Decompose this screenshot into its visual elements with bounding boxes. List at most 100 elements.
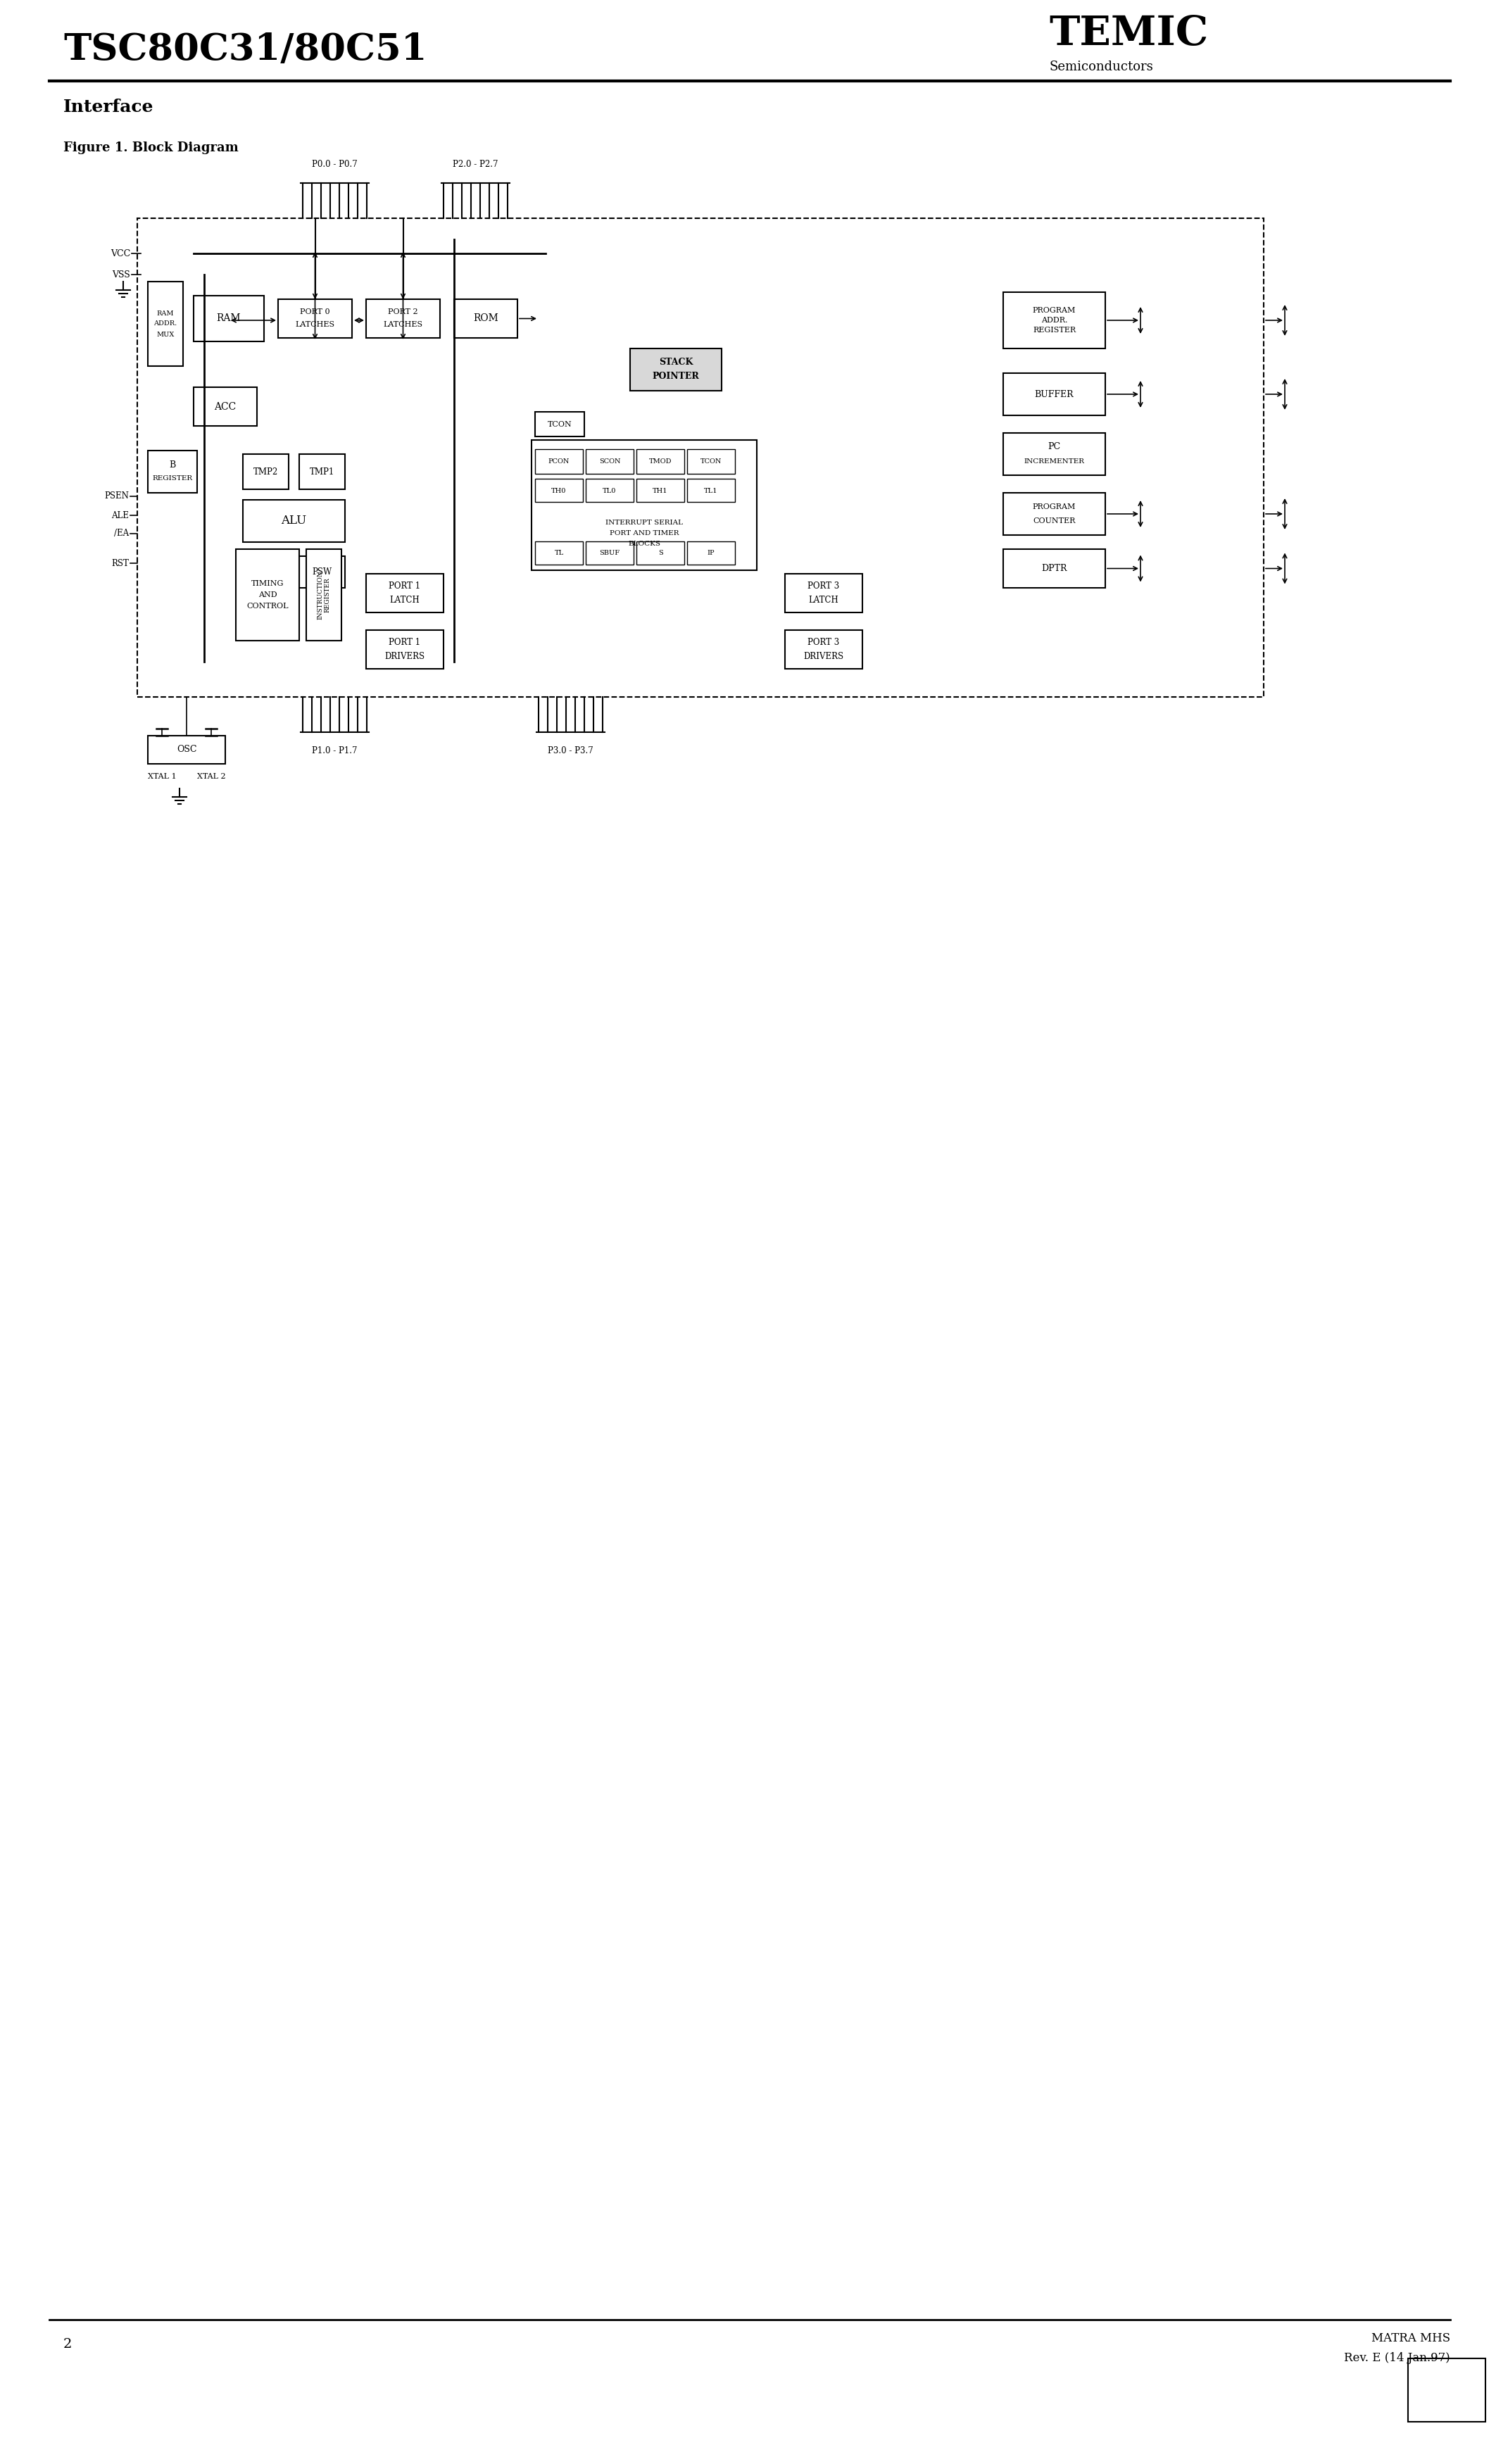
Bar	[536, 478, 583, 503]
Bar	[636, 478, 684, 503]
Text: P0.0 - P0.7: P0.0 - P0.7	[311, 160, 358, 170]
Text: SBUF: SBUF	[600, 549, 619, 557]
Text: VCC: VCC	[111, 249, 130, 259]
Bar	[531, 441, 757, 569]
Text: P3.0 - P3.7: P3.0 - P3.7	[548, 747, 592, 756]
Text: INTERRUPT SERIAL: INTERRUPT SERIAL	[606, 520, 682, 525]
Bar	[299, 557, 346, 589]
Text: TMP2: TMP2	[253, 468, 278, 476]
Text: PORT 3: PORT 3	[808, 582, 839, 591]
Bar	[242, 453, 289, 490]
Text: XTAL 1: XTAL 1	[148, 774, 177, 781]
Bar	[536, 542, 583, 564]
Text: TCON: TCON	[700, 458, 721, 466]
Text: PC: PC	[1047, 444, 1061, 451]
Bar	[586, 448, 634, 473]
Text: SCON: SCON	[598, 458, 621, 466]
Text: TL1: TL1	[705, 488, 718, 493]
Text: OSC: OSC	[177, 744, 196, 754]
Text: ADDR.: ADDR.	[1041, 318, 1068, 323]
Text: TH1: TH1	[652, 488, 667, 493]
Text: VSS: VSS	[112, 271, 130, 278]
Text: PSW: PSW	[313, 567, 332, 577]
Bar	[636, 448, 684, 473]
Text: DRIVERS: DRIVERS	[384, 653, 425, 660]
Bar	[636, 542, 684, 564]
Text: ADDR.: ADDR.	[154, 320, 177, 328]
Text: TH0: TH0	[552, 488, 567, 493]
Text: TMP1: TMP1	[310, 468, 335, 476]
Text: INCREMENTER: INCREMENTER	[1023, 458, 1085, 463]
Text: AND: AND	[259, 591, 277, 599]
Text: LATCHES: LATCHES	[295, 320, 335, 328]
Bar	[1004, 434, 1106, 476]
Bar	[586, 542, 634, 564]
Text: ACC: ACC	[214, 402, 236, 411]
Text: CONTROL: CONTROL	[247, 604, 289, 609]
Text: COUNTER: COUNTER	[1034, 517, 1076, 525]
Text: TEMIC: TEMIC	[1049, 15, 1209, 54]
Text: B: B	[169, 461, 175, 468]
Text: ROM: ROM	[473, 313, 498, 323]
Bar	[148, 281, 183, 367]
Text: REGISTER: REGISTER	[1032, 328, 1076, 333]
Bar	[785, 574, 862, 614]
Bar	[367, 574, 443, 614]
Bar	[193, 387, 257, 426]
Text: RAM: RAM	[157, 310, 174, 315]
Bar	[586, 478, 634, 503]
Text: PORT 0: PORT 0	[301, 308, 331, 315]
Text: PORT 1: PORT 1	[389, 582, 420, 591]
Text: 2: 2	[63, 2338, 72, 2351]
Bar	[630, 347, 721, 392]
Bar	[299, 453, 346, 490]
Bar	[367, 298, 440, 338]
Text: PORT 2: PORT 2	[387, 308, 417, 315]
Text: PORT AND TIMER: PORT AND TIMER	[609, 530, 679, 537]
Bar	[1004, 293, 1106, 347]
Text: LATCH: LATCH	[390, 596, 420, 604]
Text: DPTR: DPTR	[1041, 564, 1067, 574]
Bar	[455, 298, 518, 338]
Text: TL: TL	[555, 549, 564, 557]
Text: ALU: ALU	[281, 515, 307, 527]
Text: INSTRUCTION
REGISTER: INSTRUCTION REGISTER	[317, 569, 331, 618]
Text: MUX: MUX	[157, 330, 175, 338]
Text: RST: RST	[111, 559, 129, 567]
Text: Figure 1. Block Diagram: Figure 1. Block Diagram	[63, 140, 238, 155]
Text: BUFFER: BUFFER	[1035, 389, 1074, 399]
Text: TCON: TCON	[548, 421, 571, 429]
Text: PROGRAM: PROGRAM	[1032, 308, 1076, 313]
Text: TMOD: TMOD	[649, 458, 672, 466]
Bar	[148, 451, 197, 493]
Text: POINTER: POINTER	[652, 372, 699, 382]
Bar	[536, 411, 585, 436]
Text: LATCH: LATCH	[809, 596, 839, 604]
Bar	[1004, 372, 1106, 416]
Bar	[1004, 549, 1106, 589]
Text: TIMING: TIMING	[251, 579, 284, 586]
Bar	[242, 500, 346, 542]
Text: PORT 1: PORT 1	[389, 638, 420, 648]
Text: REGISTER: REGISTER	[153, 476, 193, 483]
Bar	[148, 737, 226, 764]
Text: PORT 3: PORT 3	[808, 638, 839, 648]
Text: PROGRAM: PROGRAM	[1032, 503, 1076, 510]
Bar	[536, 448, 583, 473]
Text: STACK: STACK	[658, 357, 693, 367]
Text: LATCHES: LATCHES	[383, 320, 423, 328]
Text: DRIVERS: DRIVERS	[803, 653, 844, 660]
Text: XTAL 2: XTAL 2	[197, 774, 226, 781]
Text: BLOCKS: BLOCKS	[628, 540, 660, 547]
Bar	[138, 219, 1264, 697]
Text: S: S	[658, 549, 663, 557]
Text: Interface: Interface	[63, 99, 154, 116]
Text: Rev. E (14 Jan.97): Rev. E (14 Jan.97)	[1343, 2353, 1450, 2365]
Bar	[687, 448, 735, 473]
Bar	[307, 549, 341, 641]
Text: PCON: PCON	[549, 458, 570, 466]
Text: RAM: RAM	[217, 313, 241, 323]
Text: ALE: ALE	[111, 510, 129, 520]
Bar	[687, 478, 735, 503]
Bar	[1004, 493, 1106, 535]
